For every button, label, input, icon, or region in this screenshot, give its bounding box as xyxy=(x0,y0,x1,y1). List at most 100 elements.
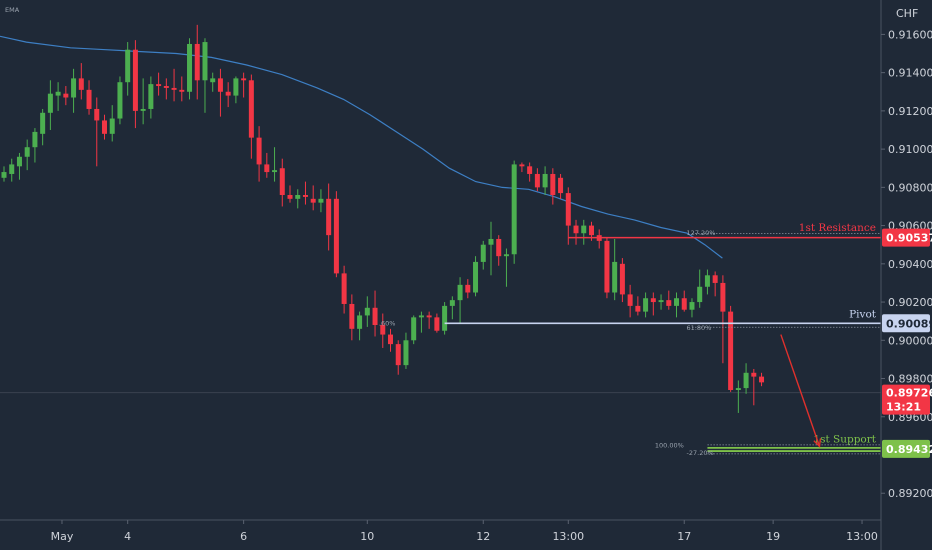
candle-body xyxy=(364,307,370,316)
indicator-label: EMA xyxy=(5,6,20,14)
candle xyxy=(511,160,517,264)
candle xyxy=(658,294,664,310)
candle xyxy=(689,298,695,318)
candle-body xyxy=(194,43,200,81)
candle-body xyxy=(449,300,455,306)
y-tick-label: 0.90800 xyxy=(888,181,932,194)
candle-body xyxy=(666,300,672,306)
price-badge-bg xyxy=(882,228,930,247)
candle xyxy=(326,183,332,251)
candle-body xyxy=(503,254,509,257)
candle xyxy=(550,168,556,205)
candle-body xyxy=(689,302,695,310)
candle xyxy=(349,294,355,341)
candle xyxy=(364,296,370,327)
candle-body xyxy=(78,78,84,90)
candle xyxy=(132,40,138,129)
ema-layer xyxy=(0,35,723,259)
x-tick-labels: May 4 6 10 12 13:00 17 19 13:00 xyxy=(51,520,878,543)
candle-body xyxy=(534,173,540,188)
candle-body xyxy=(179,89,185,92)
candle xyxy=(55,82,61,111)
candle xyxy=(674,292,680,318)
candle-body xyxy=(101,120,107,134)
candle-body xyxy=(735,388,741,390)
candle-body xyxy=(47,93,53,113)
candle xyxy=(542,166,548,195)
candle-body xyxy=(310,198,316,203)
candle-body xyxy=(442,305,448,331)
candle xyxy=(712,271,718,297)
candle-body xyxy=(63,93,69,98)
candle xyxy=(233,76,239,104)
price-badge-text: 0.89432 xyxy=(886,443,932,456)
candle xyxy=(86,80,92,115)
candle-body xyxy=(24,147,30,157)
candle-body xyxy=(202,42,208,81)
candle xyxy=(496,235,502,266)
candle-body xyxy=(94,108,100,121)
candle xyxy=(310,185,316,211)
candle-body xyxy=(233,78,239,96)
fib-label: 61.80% xyxy=(687,324,712,332)
candle-body xyxy=(171,87,177,90)
candle-body xyxy=(372,307,378,325)
candle xyxy=(573,219,579,245)
candles-layer xyxy=(1,24,765,413)
levels-layer: 127.20% 1st Resistance 61.80% .60% Pivot 100.… xyxy=(379,222,881,457)
candle-body xyxy=(55,91,61,96)
candle-body xyxy=(341,273,347,304)
candle xyxy=(720,275,726,364)
candle-body xyxy=(225,91,231,96)
ema-line xyxy=(0,35,723,259)
candle xyxy=(256,126,262,182)
candle xyxy=(581,219,587,245)
price-badge-bg xyxy=(882,439,930,458)
candle-body xyxy=(511,164,517,255)
candle-body xyxy=(388,334,393,345)
candle-body xyxy=(349,303,355,329)
candle xyxy=(426,311,432,329)
candle xyxy=(558,173,564,199)
candle-body xyxy=(581,225,587,234)
candle xyxy=(411,315,417,345)
level-pivot: 61.80% .60% Pivot xyxy=(379,308,881,332)
price-badge-1st-resistance: 0.90537 xyxy=(882,228,932,247)
currency-label: CHF xyxy=(896,7,918,20)
candle xyxy=(650,292,656,316)
candle xyxy=(743,363,749,394)
candle xyxy=(63,86,69,106)
candle-body xyxy=(241,78,247,81)
candle-body xyxy=(627,294,633,306)
candle-body xyxy=(704,275,710,287)
candle-body xyxy=(697,286,703,303)
candle xyxy=(32,128,38,163)
fib-partial-label: .60% xyxy=(379,319,396,327)
y-tick-label: 0.90200 xyxy=(888,296,932,309)
candle xyxy=(697,269,703,308)
projection-arrow-layer xyxy=(780,334,822,448)
candle-body xyxy=(256,137,262,165)
candle-body xyxy=(132,49,138,111)
candle-body xyxy=(295,195,301,199)
candle xyxy=(442,302,448,335)
candle xyxy=(1,166,7,182)
candle xyxy=(187,38,193,100)
price-badge-pivot: 0.90089 xyxy=(882,314,932,333)
candle xyxy=(704,269,710,295)
y-tick-label: 0.89200 xyxy=(888,487,932,500)
candle-body xyxy=(488,238,494,245)
candle xyxy=(217,68,223,117)
candle xyxy=(287,185,293,203)
current-price-value: 0.89726 xyxy=(886,387,932,400)
candle xyxy=(380,313,386,348)
x-tick-label: 10 xyxy=(360,530,374,543)
level-1st-resistance: 127.20% 1st Resistance xyxy=(568,222,881,239)
resistance-label: 1st Resistance xyxy=(799,222,876,234)
candle-body xyxy=(674,298,680,306)
x-tick-label: 13:00 xyxy=(846,530,878,543)
candle-body xyxy=(109,118,115,134)
candle-body xyxy=(318,198,324,203)
